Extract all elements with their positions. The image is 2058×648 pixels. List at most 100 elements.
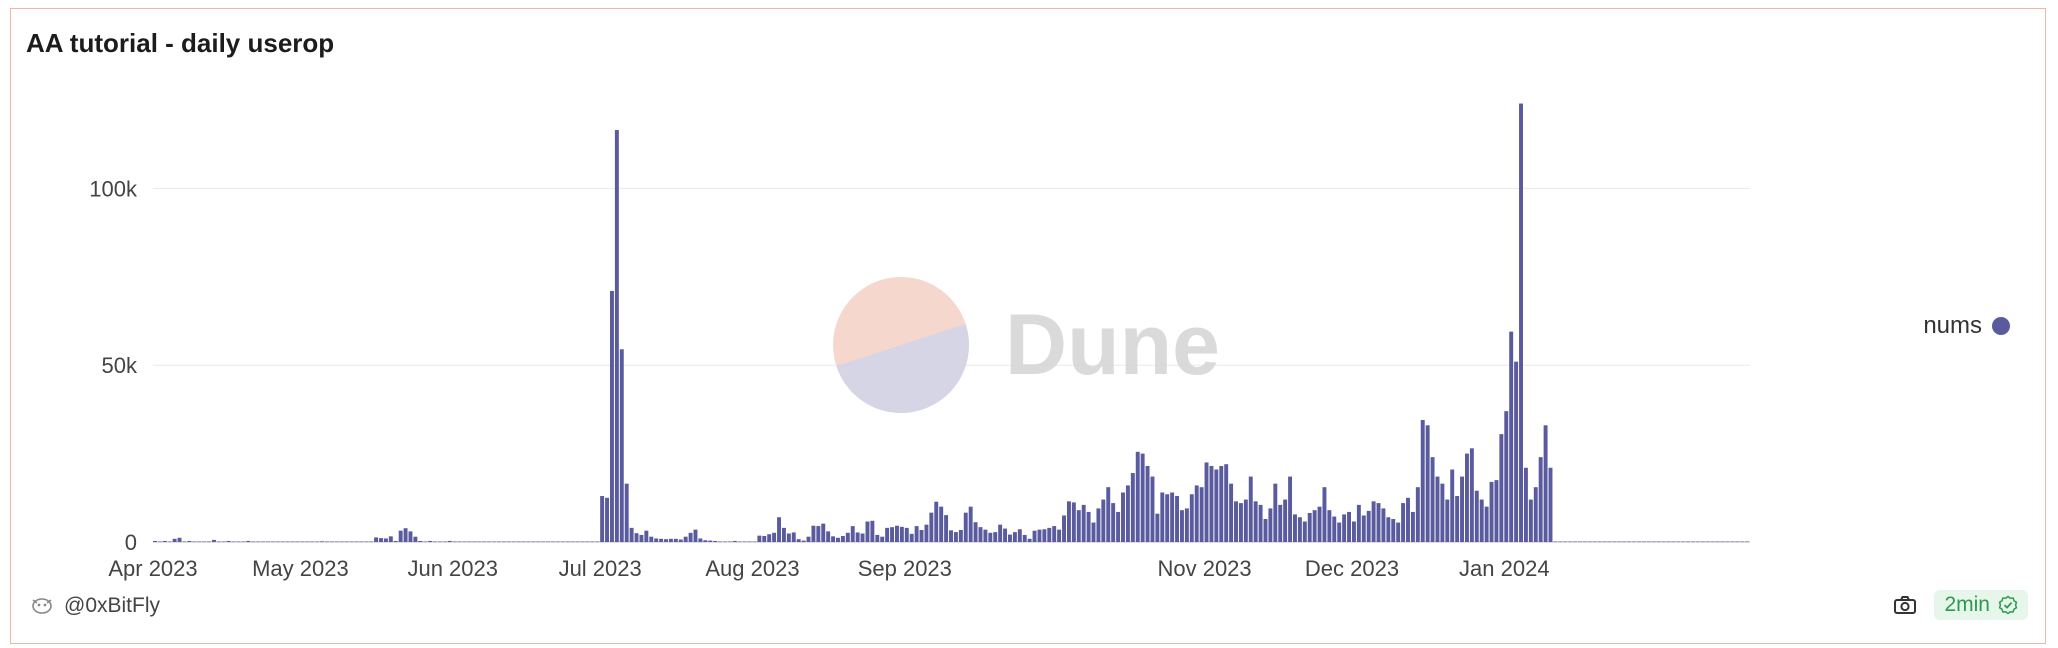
bar[interactable] — [1012, 532, 1017, 542]
bar[interactable] — [1121, 492, 1125, 543]
bar[interactable] — [1686, 541, 1691, 543]
bar[interactable] — [845, 532, 850, 542]
bar[interactable] — [998, 524, 1003, 542]
bar[interactable] — [826, 531, 831, 542]
bar[interactable] — [816, 526, 821, 542]
bar[interactable] — [1091, 522, 1096, 542]
bar[interactable] — [1401, 503, 1406, 542]
bar[interactable] — [683, 536, 688, 542]
bar[interactable] — [207, 541, 211, 543]
bar[interactable] — [1135, 451, 1140, 542]
bar[interactable] — [1715, 541, 1720, 543]
bar[interactable] — [806, 536, 811, 542]
bar[interactable] — [1656, 541, 1661, 543]
bar[interactable] — [1347, 511, 1351, 542]
bar[interactable] — [1327, 510, 1332, 542]
bar[interactable] — [320, 541, 324, 542]
bar[interactable] — [256, 541, 261, 543]
bar[interactable] — [1597, 541, 1602, 543]
bar[interactable] — [619, 349, 624, 542]
bar[interactable] — [1366, 510, 1371, 542]
bar[interactable] — [703, 540, 708, 542]
bar[interactable] — [1745, 541, 1750, 543]
bar[interactable] — [762, 535, 767, 542]
bar[interactable] — [939, 506, 944, 542]
bar[interactable] — [1032, 530, 1037, 542]
bar[interactable] — [747, 541, 752, 543]
bar[interactable] — [482, 541, 487, 543]
bar[interactable] — [1003, 528, 1008, 542]
bar[interactable] — [433, 541, 438, 543]
bar[interactable] — [266, 541, 270, 543]
bar[interactable] — [226, 540, 231, 542]
bar[interactable] — [1234, 501, 1238, 542]
bar[interactable] — [580, 541, 585, 543]
bar[interactable] — [1194, 485, 1199, 542]
bar[interactable] — [1312, 510, 1317, 542]
bar[interactable] — [1165, 494, 1170, 542]
bar[interactable] — [1066, 501, 1071, 542]
bar[interactable] — [890, 527, 895, 542]
bar[interactable] — [1440, 483, 1445, 542]
bar[interactable] — [1258, 504, 1263, 542]
bar[interactable] — [202, 541, 207, 543]
bar[interactable] — [1415, 487, 1420, 542]
bar[interactable] — [1263, 519, 1268, 542]
bar[interactable] — [1081, 504, 1086, 542]
bar[interactable] — [1450, 469, 1455, 542]
bar[interactable] — [383, 538, 388, 542]
bar[interactable] — [1602, 541, 1607, 543]
bar[interactable] — [216, 541, 221, 543]
bar[interactable] — [1627, 541, 1632, 543]
bar[interactable] — [772, 532, 777, 542]
bar[interactable] — [855, 532, 860, 542]
bar[interactable] — [388, 536, 393, 542]
bar[interactable] — [1396, 522, 1401, 542]
bar[interactable] — [1528, 499, 1533, 542]
camera-icon[interactable] — [1892, 592, 1918, 618]
bar[interactable] — [197, 541, 202, 543]
bar[interactable] — [909, 533, 914, 542]
bar[interactable] — [767, 534, 772, 542]
bar[interactable] — [600, 496, 605, 542]
bar[interactable] — [1558, 541, 1563, 543]
bar[interactable] — [162, 540, 167, 542]
bar[interactable] — [324, 541, 329, 543]
bar[interactable] — [305, 541, 310, 543]
bar[interactable] — [1406, 497, 1410, 542]
bar[interactable] — [1086, 511, 1091, 542]
bar[interactable] — [904, 527, 909, 542]
bar[interactable] — [1209, 465, 1214, 542]
bar[interactable] — [1351, 521, 1356, 542]
bar[interactable] — [536, 541, 541, 543]
freshness-badge[interactable]: 2min — [1934, 590, 2028, 620]
bar[interactable] — [1376, 503, 1381, 542]
bar[interactable] — [1224, 464, 1229, 542]
bar[interactable] — [1469, 448, 1474, 542]
bar[interactable] — [929, 512, 934, 542]
bar[interactable] — [1710, 541, 1715, 543]
bar[interactable] — [919, 529, 924, 542]
bar[interactable] — [1636, 541, 1641, 543]
bar[interactable] — [157, 541, 162, 543]
bar[interactable] — [1548, 467, 1553, 542]
bar[interactable] — [595, 541, 600, 543]
bar[interactable] — [172, 538, 177, 542]
bar[interactable] — [192, 541, 197, 543]
bar[interactable] — [944, 515, 949, 542]
bar[interactable] — [1332, 516, 1337, 542]
bar[interactable] — [1288, 476, 1293, 542]
bar[interactable] — [506, 541, 511, 543]
bar[interactable] — [1681, 541, 1686, 543]
bar[interactable] — [359, 541, 364, 543]
bar[interactable] — [1179, 510, 1184, 542]
bar[interactable] — [1047, 527, 1052, 542]
bar[interactable] — [1248, 476, 1253, 542]
bar[interactable] — [1538, 457, 1543, 542]
bar[interactable] — [418, 540, 423, 542]
bar[interactable] — [1057, 529, 1062, 542]
bar[interactable] — [953, 532, 958, 542]
bar[interactable] — [1730, 541, 1735, 543]
bar[interactable] — [1071, 502, 1076, 542]
bar[interactable] — [364, 541, 369, 543]
